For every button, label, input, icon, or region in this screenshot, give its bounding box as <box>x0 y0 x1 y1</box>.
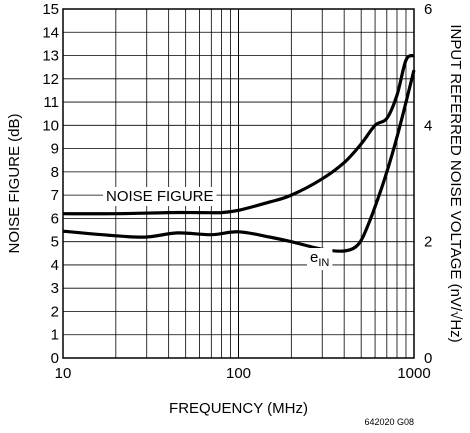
left-y-tick-label: 2 <box>51 303 59 320</box>
ein-series-label: eIN <box>310 249 329 269</box>
right-y-tick-label: 6 <box>424 1 432 18</box>
right-y-axis-title: INPUT REFERRED NOISE VOLTAGE (nV/√Hz) <box>447 24 464 342</box>
left-y-tick-label: 5 <box>51 234 59 251</box>
grid <box>63 9 414 358</box>
ein-label-sub: IN <box>318 257 329 269</box>
right-y-tick-label: 4 <box>424 117 432 134</box>
left-y-tick-label: 9 <box>51 141 59 158</box>
plot-frame <box>62 8 415 359</box>
noise-figure-series-label: NOISE FIGURE <box>106 188 214 205</box>
left-y-tick-label: 1 <box>51 327 59 344</box>
x-tick-label: 100 <box>226 365 251 382</box>
right-y-tick-label: 0 <box>424 350 432 367</box>
left-y-axis-title: NOISE FIGURE (dB) <box>6 113 23 253</box>
left-y-tick-label: 10 <box>42 117 59 134</box>
right-y-tick-label: 2 <box>424 234 432 251</box>
left-y-tick-label: 8 <box>51 164 59 181</box>
left-y-tick-label: 12 <box>42 71 59 88</box>
x-tick-label: 10 <box>55 365 72 382</box>
ein-label-background <box>307 248 333 270</box>
series-lines <box>62 53 416 253</box>
figure-code: 642020 G08 <box>364 417 414 427</box>
ein-line <box>62 69 416 253</box>
left-y-tick-label: 7 <box>51 187 59 204</box>
noise-figure-label-background <box>103 187 217 206</box>
left-y-tick-label: 15 <box>42 1 59 18</box>
x-tick-label: 1000 <box>397 365 430 382</box>
x-axis-title: FREQUENCY (MHz) <box>169 400 308 417</box>
noise-figure-line <box>62 53 415 216</box>
left-y-tick-label: 14 <box>42 24 59 41</box>
left-y-tick-label: 11 <box>43 94 59 111</box>
left-y-tick-label: 6 <box>51 210 59 227</box>
left-y-tick-label: 0 <box>51 350 59 367</box>
left-y-tick-label: 3 <box>51 280 59 297</box>
left-y-tick-label: 13 <box>42 48 59 65</box>
left-y-tick-label: 4 <box>51 257 59 274</box>
ein-label-main: e <box>310 249 318 266</box>
